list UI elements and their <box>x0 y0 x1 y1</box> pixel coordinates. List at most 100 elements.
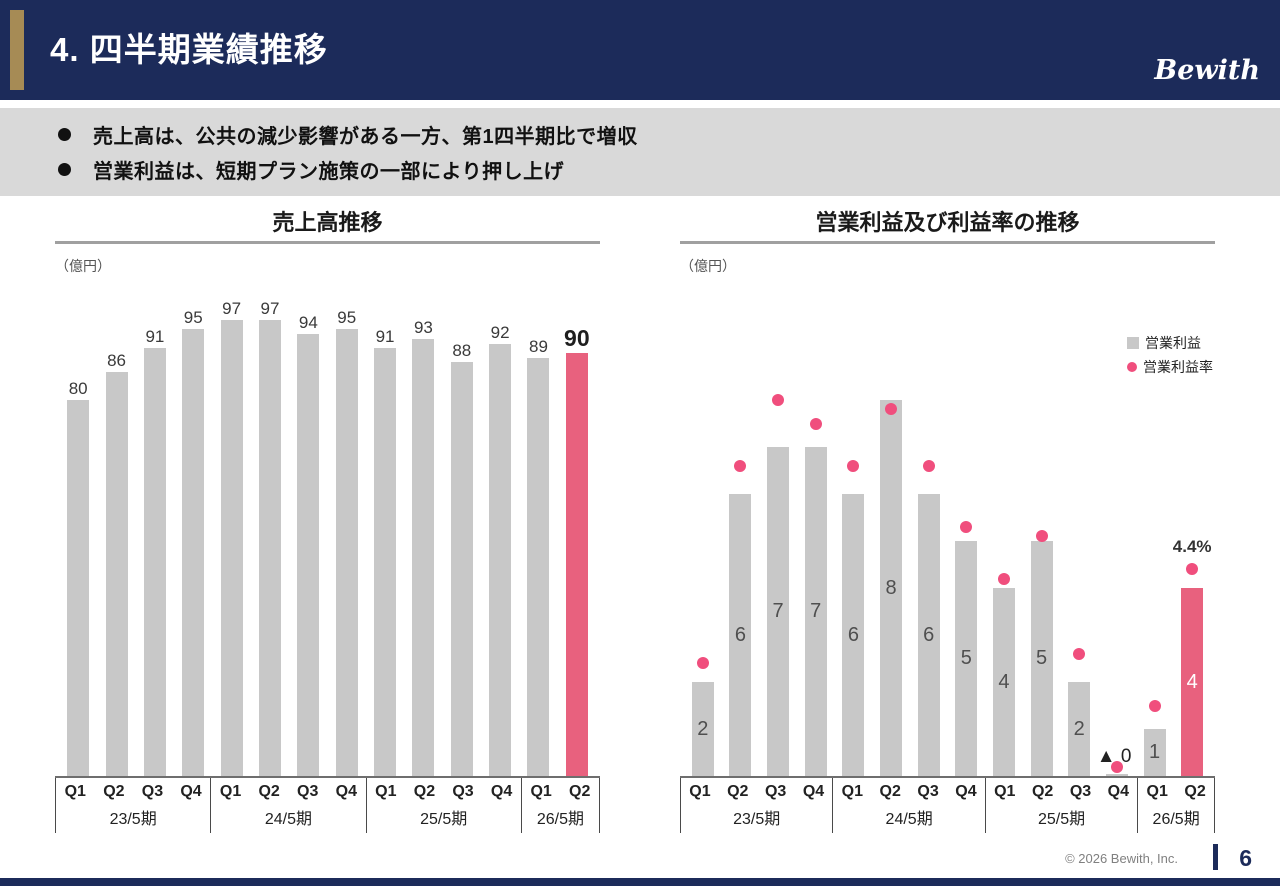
unit-label: （億円） <box>680 258 736 274</box>
bar-value-label: 80 <box>68 379 88 398</box>
bar-value-label: 95 <box>337 308 357 327</box>
margin-dot <box>809 417 822 430</box>
bar-column: 4 4.4% <box>1173 298 1212 776</box>
bar: 5 <box>1030 541 1053 776</box>
bar-value-label: ▲ 0 <box>1096 746 1132 767</box>
quarter-label: Q1 <box>1146 782 1168 800</box>
bar: 4 <box>1181 588 1204 776</box>
margin-dot <box>997 572 1010 585</box>
quarter-label: Q3 <box>1069 782 1092 800</box>
bar <box>335 329 358 776</box>
bar-value-label: 7 <box>810 600 822 622</box>
bar <box>374 348 397 776</box>
quarter-label: Q1 <box>841 782 864 800</box>
bar-column: 4 <box>985 298 1023 776</box>
bar-column: 8 <box>872 298 910 776</box>
bar: 6 <box>917 494 940 776</box>
bar <box>1105 774 1128 776</box>
bar: 8 <box>880 400 903 776</box>
legend-label: 営業利益率 <box>1143 359 1213 375</box>
bar-column: 7 <box>797 298 835 776</box>
period-label: 26/5期 <box>536 811 584 828</box>
bar <box>105 372 128 776</box>
page-number-tick <box>1213 844 1218 870</box>
period-label: 23/5期 <box>109 811 157 828</box>
bullet-text-revenue: 売上高は、公共の減少影響がある一方、第1四半期比で増収 <box>93 126 638 148</box>
quarter-label: Q4 <box>335 782 357 800</box>
quarter-label: Q1 <box>530 782 552 800</box>
bar-column: 1 <box>1136 298 1174 776</box>
bar <box>258 320 281 776</box>
bullet-row: 売上高は、公共の減少影響がある一方、第1四半期比で増収 <box>58 120 1280 149</box>
bar-column: 86 <box>97 298 135 776</box>
bar-value-label: 2 <box>1073 717 1085 740</box>
title-underline <box>680 241 1215 244</box>
bar-column: 6 <box>722 298 760 776</box>
profit-chart-title: 営業利益及び利益率の推移 <box>815 210 1080 235</box>
quarter-label: Q2 <box>413 782 436 800</box>
period-label: 25/5期 <box>420 811 468 828</box>
revenue-chart-panel: 売上高推移 （億円） 80 86 91 95 97 97 94 95 91 93 88 92 89 90 … <box>55 205 600 833</box>
title-underline <box>55 241 600 244</box>
quarter-label: Q3 <box>452 782 474 800</box>
margin-dot <box>1148 699 1161 712</box>
axis-group: Q1 Q2 Q3 Q4 24/5期 <box>832 778 984 833</box>
bar-value-label: 8 <box>885 576 897 599</box>
bar-value-label: 93 <box>413 318 433 337</box>
quarter-label: Q2 <box>103 782 125 800</box>
margin-dot <box>922 459 935 472</box>
quarter-row: Q1 Q2 Q3 Q4 <box>681 778 832 805</box>
axis-group: Q1 Q2 26/5期 <box>1137 778 1214 833</box>
quarter-label: Q4 <box>802 782 825 800</box>
quarter-row: Q1 Q2 Q3 Q4 <box>833 778 984 805</box>
bewith-logo: Bewith <box>1154 55 1260 86</box>
margin-dot <box>1035 530 1048 543</box>
axis-group: Q1 Q2 Q3 Q4 25/5期 <box>365 778 521 833</box>
bar-value-label: 7 <box>772 600 784 622</box>
bar-column: 80 <box>59 298 97 776</box>
axis-group: Q1 Q2 26/5期 <box>520 778 599 833</box>
quarter-label: Q4 <box>180 782 202 800</box>
quarter-label: Q1 <box>994 782 1016 800</box>
bar-column: 94 <box>289 298 327 776</box>
bar <box>565 353 588 776</box>
quarter-row: Q1 Q2 <box>1138 778 1214 805</box>
bar <box>143 348 166 776</box>
bar-value-label: 5 <box>1036 647 1048 669</box>
bar-column: 2 <box>684 298 722 776</box>
bar-column: 89 <box>519 298 557 776</box>
legend-item-profit: 営業利益 <box>1127 333 1213 353</box>
page-title: 4. 四半期業績推移 <box>50 31 328 68</box>
bar-value-label: 4 <box>998 670 1010 693</box>
unit-label: （億円） <box>55 258 111 274</box>
bar-value-label: 2 <box>697 717 709 740</box>
bar-value-label: 4 <box>1186 670 1198 693</box>
bar-value-label: 90 <box>564 325 590 351</box>
quarter-label: Q3 <box>297 782 319 800</box>
legend: 営業利益 営業利益率 <box>1127 333 1213 377</box>
bar-value-label: 88 <box>452 341 472 360</box>
bar-column: 95 <box>174 298 212 776</box>
dot-swatch-icon <box>1127 362 1137 372</box>
quarter-label: Q1 <box>219 782 242 800</box>
bar-value-label: 97 <box>222 299 242 318</box>
slide-header: 4. 四半期業績推移 Bewith <box>0 0 1280 100</box>
bar <box>412 339 435 776</box>
bar-value-label: 1 <box>1148 741 1161 763</box>
quarter-label: Q2 <box>258 782 280 800</box>
copyright: © 2026 Bewith, Inc. <box>1065 851 1178 866</box>
quarter-label: Q1 <box>64 782 86 800</box>
bar-column: 91 <box>136 298 174 776</box>
bar-column: 5 <box>947 298 985 776</box>
quarter-label: Q1 <box>689 782 711 800</box>
period-label: 24/5期 <box>885 811 933 828</box>
bar-column: 5 <box>1023 298 1061 776</box>
bar-swatch-icon <box>1127 337 1139 349</box>
legend-item-margin: 営業利益率 <box>1127 357 1213 377</box>
quarter-row: Q1 Q2 Q3 Q4 <box>56 778 210 805</box>
axis-table: Q1 Q2 Q3 Q4 23/5期 Q1 Q2 Q3 Q4 24/5期 Q1 Q2 Q3 Q4 25/5期 Q… <box>680 778 1215 833</box>
bar-value-label: 94 <box>298 313 318 332</box>
bar <box>67 400 90 776</box>
